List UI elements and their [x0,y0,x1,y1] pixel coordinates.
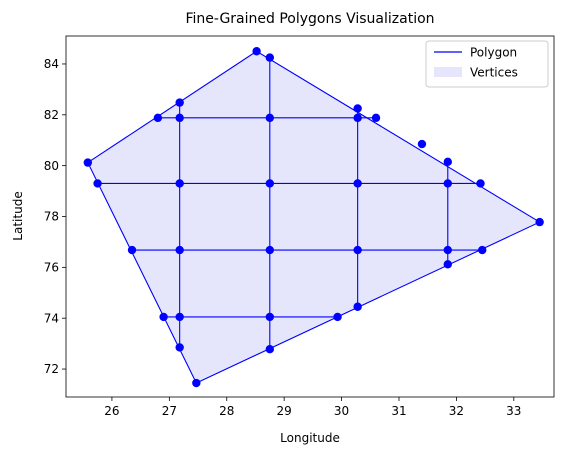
vertex-point [265,312,275,322]
y-tick-label: 74 [44,311,59,325]
vertex-point [417,139,427,149]
vertex-point [443,179,452,188]
vertex-point [175,179,184,188]
x-axis-label: Longitude [280,431,340,445]
vertex-point [159,312,168,322]
vertex-point [443,157,452,167]
y-tick-label: 82 [44,108,59,122]
vertex-point [192,378,201,388]
vertex-point [175,245,184,255]
chart-title: Fine-Grained Polygons Visualization [185,11,434,27]
legend-patch-swatch [434,67,462,77]
legend-entry-polygon: Polygon [470,46,517,60]
vertex-point [265,179,275,188]
y-tick-label: 78 [44,210,59,224]
plot-area [65,35,555,398]
vertex-point [83,158,93,167]
y-tick-label: 80 [44,159,59,173]
y-tick-label: 84 [44,57,59,71]
vertex-point [353,302,362,311]
vertex-point [175,98,184,107]
vertex-point [265,53,275,62]
vertex-point [333,312,342,322]
vertex-point [371,113,381,123]
vertex-point [265,113,275,123]
y-tick-label: 76 [44,261,59,275]
vertex-point [478,245,487,255]
y-tick-label: 72 [44,362,59,376]
vertex-point [265,345,275,354]
x-tick-label: 32 [449,404,464,418]
vertex-point [175,343,184,352]
vertex-point [443,245,452,255]
vertex-point [353,179,362,188]
legend: Polygon Vertices [425,40,549,88]
x-tick-label: 33 [506,404,521,418]
vertex-point [175,312,184,322]
vertex-point [265,245,275,255]
x-tick-label: 26 [104,404,119,418]
vertex-point [153,113,163,123]
y-axis: 72 74 76 78 80 82 84 [44,57,66,376]
x-tick-label: 29 [277,404,292,418]
x-axis: 26 27 28 29 30 31 32 33 [104,397,521,418]
legend-entry-vertices: Vertices [470,66,518,80]
vertex-point [535,217,544,227]
x-tick-label: 27 [162,404,177,418]
vertex-point [353,104,362,113]
x-tick-label: 31 [391,404,406,418]
x-tick-label: 30 [334,404,349,418]
vertex-point [175,113,184,123]
y-axis-label: Latitude [11,191,25,240]
vertex-point [93,179,102,188]
x-tick-label: 28 [219,404,234,418]
vertex-point [252,47,261,56]
vertex-point-layer [83,47,544,388]
vertex-point [443,260,452,269]
polygon-fill-layer [87,51,540,384]
vertex-point [353,113,362,123]
vertex-point [127,245,137,255]
polygon-fill [87,51,540,384]
vertex-point [353,245,362,255]
vertex-point [476,179,485,188]
